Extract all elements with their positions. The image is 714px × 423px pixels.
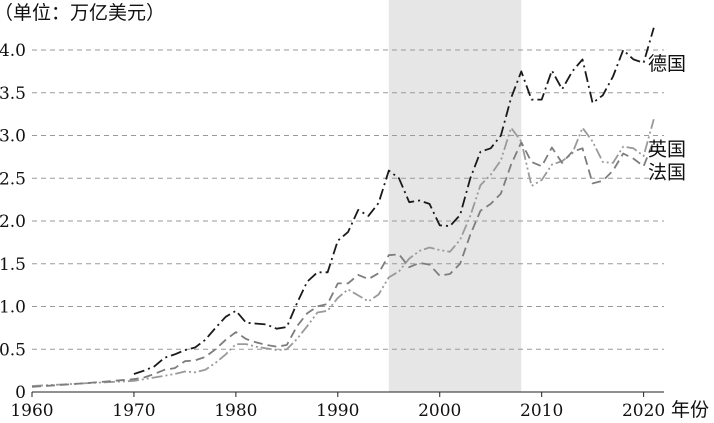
x-tick-label: 2000 <box>418 401 461 419</box>
x-tick-label: 1990 <box>316 401 359 419</box>
series-label: 英国 <box>648 138 686 160</box>
y-tick-labels: 0 0.5 1.0 1.5 2.0 2.5 3.0 3.5 4.0 <box>0 41 26 403</box>
shaded-period <box>388 0 522 392</box>
y-tick-label: 1.5 <box>0 255 26 275</box>
unit-label: （单位：万亿美元） <box>0 2 165 24</box>
series-label: 德国 <box>648 53 686 75</box>
gridlines <box>32 49 664 350</box>
x-tick-label: 1980 <box>214 401 257 419</box>
x-axis-title: 年份 <box>671 399 709 419</box>
y-tick-label: 0.5 <box>0 340 26 360</box>
series-line <box>31 119 655 387</box>
series-layer <box>31 27 655 388</box>
x-tick-labels: 1960 1970 1980 1990 2000 2010 2020 <box>10 401 665 421</box>
y-tick-label: 3.0 <box>0 127 26 147</box>
x-tick-label: 2020 <box>622 401 665 419</box>
y-tick-label: 4.0 <box>0 41 26 61</box>
y-tick-label: 1.0 <box>0 298 26 318</box>
x-tick-marks <box>31 392 645 397</box>
x-tick-label: 1970 <box>112 401 155 419</box>
series-line <box>133 27 655 375</box>
y-tick-label: 2.0 <box>0 212 26 232</box>
y-tick-label: 0 <box>15 383 26 403</box>
y-tick-label: 2.5 <box>0 169 26 189</box>
series-label: 法国 <box>648 161 686 183</box>
series-line <box>31 140 655 388</box>
y-tick-label: 3.5 <box>0 84 26 104</box>
x-tick-label: 1960 <box>10 401 53 419</box>
x-tick-label: 2010 <box>520 401 563 419</box>
